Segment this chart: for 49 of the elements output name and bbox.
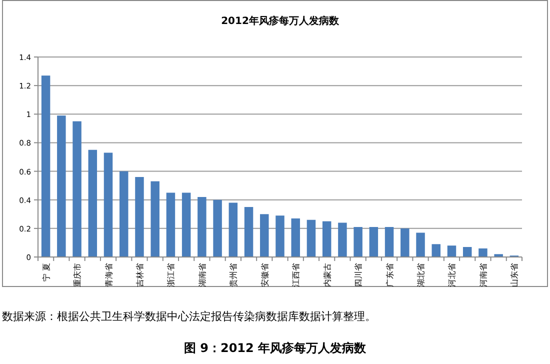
bar bbox=[400, 228, 410, 257]
bar bbox=[306, 220, 316, 257]
x-tick-label: 吉林省 bbox=[135, 263, 144, 287]
bar bbox=[72, 121, 82, 257]
x-tick-label: 浙江省 bbox=[166, 263, 176, 287]
bar bbox=[416, 232, 425, 257]
bar bbox=[228, 202, 238, 257]
bar bbox=[135, 177, 144, 257]
bar bbox=[276, 216, 284, 257]
bar bbox=[244, 207, 254, 257]
bar bbox=[447, 246, 456, 257]
bar bbox=[213, 200, 222, 257]
bar bbox=[462, 247, 472, 257]
bar bbox=[369, 227, 378, 257]
bar bbox=[354, 227, 362, 257]
bar bbox=[166, 192, 176, 257]
bar bbox=[478, 248, 488, 257]
x-tick-label: 宁 夏 bbox=[42, 263, 51, 282]
bar bbox=[41, 76, 50, 257]
bar bbox=[260, 214, 269, 257]
x-tick-label: 广东省 bbox=[385, 263, 394, 287]
chart-title: 2012年风疹每万人发病数 bbox=[221, 15, 340, 27]
bar bbox=[384, 227, 394, 257]
bar bbox=[494, 254, 503, 257]
bar bbox=[322, 221, 332, 257]
x-tick-label: 山东省 bbox=[510, 263, 520, 287]
x-tick-label: 重庆市 bbox=[73, 263, 82, 287]
bar bbox=[182, 192, 191, 257]
bar bbox=[120, 171, 128, 257]
source-note: 数据来源：根据公共卫生科学数据中心法定报告传染病数据库数据计算整理。 bbox=[2, 310, 376, 323]
x-tick-label: 青海省 bbox=[104, 263, 114, 287]
x-tick-label: 江西省 bbox=[292, 263, 301, 287]
x-tick-label: 河北省 bbox=[448, 263, 457, 287]
bar bbox=[104, 152, 113, 257]
bar bbox=[57, 116, 66, 257]
x-tick-label: 湖南省 bbox=[198, 263, 207, 287]
x-tick-label: 河南省 bbox=[478, 263, 488, 287]
caption: 图 9：2012 年风疹每万人发病数 bbox=[184, 341, 368, 355]
bar bbox=[432, 244, 440, 257]
x-tick-label: 湖北省 bbox=[416, 263, 426, 287]
x-tick-label: 四川省 bbox=[354, 263, 364, 287]
bar bbox=[150, 181, 160, 257]
bar bbox=[88, 150, 98, 257]
x-tick-label: 贵州省 bbox=[229, 263, 238, 287]
x-tick-label: 安徽省 bbox=[260, 263, 270, 287]
bar bbox=[198, 197, 206, 257]
x-tick-label: 内蒙古 bbox=[322, 263, 332, 287]
bar bbox=[338, 222, 347, 257]
bar bbox=[291, 218, 300, 257]
